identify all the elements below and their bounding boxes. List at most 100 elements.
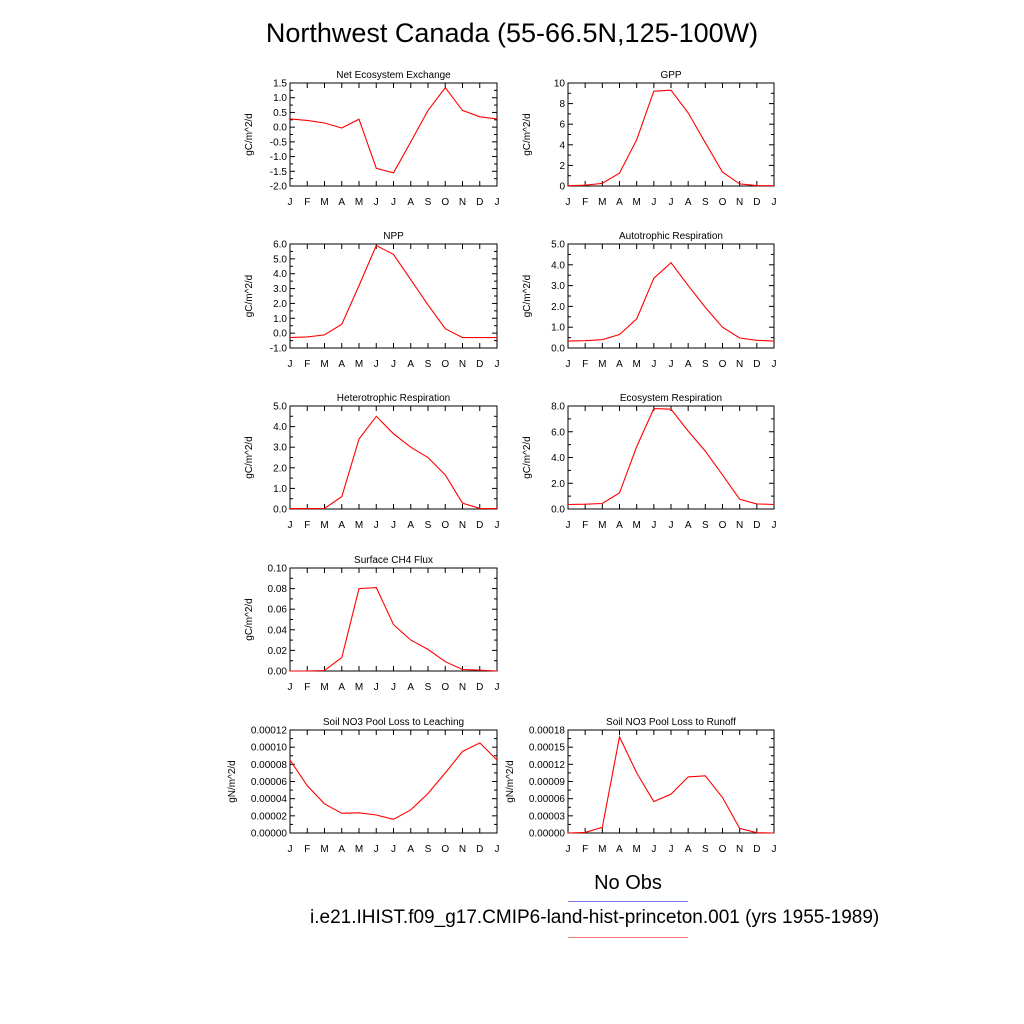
page-title: Northwest Canada (55-66.5N,125-100W) bbox=[265, 18, 759, 48]
x-tick-label: J bbox=[772, 520, 777, 531]
x-tick-label: F bbox=[582, 197, 588, 208]
x-tick-label: J bbox=[391, 520, 396, 531]
x-tick-label: O bbox=[719, 520, 727, 531]
y-tick-label: 0.00015 bbox=[529, 743, 566, 754]
x-tick-label: J bbox=[566, 520, 571, 531]
y-tick-label: 0.02 bbox=[268, 646, 288, 657]
x-tick-label: A bbox=[407, 844, 414, 855]
x-tick-label: M bbox=[320, 682, 328, 693]
y-tick-label: 4 bbox=[559, 140, 565, 151]
y-axis-label: gC/m^2/d bbox=[244, 275, 255, 318]
legend-case-line bbox=[568, 937, 688, 938]
x-tick-label: J bbox=[669, 520, 674, 531]
y-tick-label: 0.00000 bbox=[251, 829, 288, 840]
y-tick-label: 5.0 bbox=[551, 240, 565, 251]
x-tick-label: N bbox=[736, 197, 743, 208]
x-tick-label: J bbox=[772, 844, 777, 855]
x-tick-label: M bbox=[355, 197, 363, 208]
plot-frame bbox=[567, 729, 775, 834]
x-tick-label: O bbox=[441, 844, 449, 855]
y-tick-label: 0.08 bbox=[268, 584, 288, 595]
y-tick-label: 0.10 bbox=[268, 564, 288, 575]
plot-frame bbox=[289, 243, 498, 349]
chart-panel: Ecosystem Respiration gC/m^2/d 0.0 2.0 4.0 6.… bbox=[522, 393, 777, 531]
x-tick-label: J bbox=[288, 197, 293, 208]
chart-title: NPP bbox=[383, 231, 404, 242]
legend-case-label: i.e21.IHIST.f09_g17.CMIP6-land-hist-prin… bbox=[310, 907, 880, 928]
x-tick-label: J bbox=[669, 359, 674, 370]
x-tick-label: M bbox=[632, 359, 640, 370]
series-line bbox=[289, 742, 498, 820]
y-tick-label: 0.0 bbox=[273, 123, 287, 134]
x-tick-label: N bbox=[736, 520, 743, 531]
x-tick-label: J bbox=[651, 359, 656, 370]
chart-title: Ecosystem Respiration bbox=[620, 393, 722, 404]
x-tick-label: M bbox=[320, 359, 328, 370]
x-tick-label: O bbox=[441, 359, 449, 370]
y-tick-label: 0.0 bbox=[273, 329, 287, 340]
y-tick-label: 0.0 bbox=[551, 344, 565, 355]
x-tick-label: J bbox=[566, 359, 571, 370]
y-tick-label: 0.00006 bbox=[529, 794, 566, 805]
y-tick-label: 4.0 bbox=[551, 453, 565, 464]
x-tick-label: A bbox=[407, 359, 414, 370]
y-tick-label: 6 bbox=[559, 120, 565, 131]
x-tick-label: O bbox=[441, 520, 449, 531]
x-tick-label: O bbox=[441, 197, 449, 208]
series-line bbox=[567, 735, 775, 834]
chart-panel: Soil NO3 Pool Loss to Runoff gN/m^2/d 0.00… bbox=[505, 717, 777, 855]
y-tick-label: 0.5 bbox=[273, 108, 287, 119]
x-tick-label: A bbox=[338, 844, 345, 855]
y-axis-label: gC/m^2/d bbox=[244, 436, 255, 479]
x-tick-label: N bbox=[459, 844, 466, 855]
x-tick-label: M bbox=[632, 197, 640, 208]
x-tick-label: D bbox=[753, 844, 760, 855]
x-tick-label: M bbox=[320, 197, 328, 208]
x-tick-label: A bbox=[616, 520, 623, 531]
chart-title: Soil NO3 Pool Loss to Runoff bbox=[606, 717, 736, 728]
y-tick-label: -0.5 bbox=[270, 137, 288, 148]
chart-panel: Autotrophic Respiration gC/m^2/d 0.0 1.0 2.0… bbox=[522, 231, 777, 370]
x-tick-label: A bbox=[407, 682, 414, 693]
x-tick-label: A bbox=[616, 844, 623, 855]
x-tick-label: J bbox=[391, 359, 396, 370]
x-tick-label: N bbox=[736, 844, 743, 855]
x-tick-label: S bbox=[702, 520, 709, 531]
chart-title: Heterotrophic Respiration bbox=[337, 393, 450, 404]
chart-title: Net Ecosystem Exchange bbox=[336, 70, 451, 81]
x-tick-label: J bbox=[288, 520, 293, 531]
x-tick-label: M bbox=[598, 359, 606, 370]
series-line bbox=[567, 408, 775, 506]
series-line bbox=[290, 587, 498, 672]
y-tick-label: 0.0 bbox=[273, 505, 287, 516]
series-line bbox=[567, 261, 775, 342]
x-tick-label: A bbox=[407, 520, 414, 531]
x-tick-label: M bbox=[598, 844, 606, 855]
x-tick-label: M bbox=[632, 520, 640, 531]
x-tick-label: J bbox=[391, 682, 396, 693]
y-tick-label: 4.0 bbox=[273, 422, 287, 433]
x-tick-label: S bbox=[425, 682, 432, 693]
x-tick-label: J bbox=[651, 197, 656, 208]
chart-panel: Heterotrophic Respiration gC/m^2/d 0.0 1.0 2… bbox=[244, 393, 500, 531]
x-tick-label: F bbox=[304, 520, 310, 531]
x-tick-label: D bbox=[753, 197, 760, 208]
legend-no-obs-line bbox=[568, 901, 688, 902]
x-tick-label: A bbox=[685, 197, 692, 208]
x-tick-label: D bbox=[753, 520, 760, 531]
y-tick-label: 1.0 bbox=[551, 323, 565, 334]
x-tick-label: M bbox=[320, 520, 328, 531]
x-tick-label: J bbox=[669, 844, 674, 855]
x-tick-label: S bbox=[702, 197, 709, 208]
x-tick-label: A bbox=[407, 197, 414, 208]
x-tick-label: N bbox=[736, 359, 743, 370]
x-tick-label: J bbox=[495, 682, 500, 693]
x-tick-label: J bbox=[495, 197, 500, 208]
y-tick-label: 2.0 bbox=[273, 463, 287, 474]
chart-panel: Soil NO3 Pool Loss to Leaching gN/m^2/d 0.… bbox=[227, 717, 500, 855]
plot-frame bbox=[289, 729, 498, 834]
y-axis-label: gN/m^2/d bbox=[227, 760, 238, 803]
y-tick-label: 0.00000 bbox=[529, 829, 566, 840]
x-tick-label: D bbox=[476, 682, 483, 693]
